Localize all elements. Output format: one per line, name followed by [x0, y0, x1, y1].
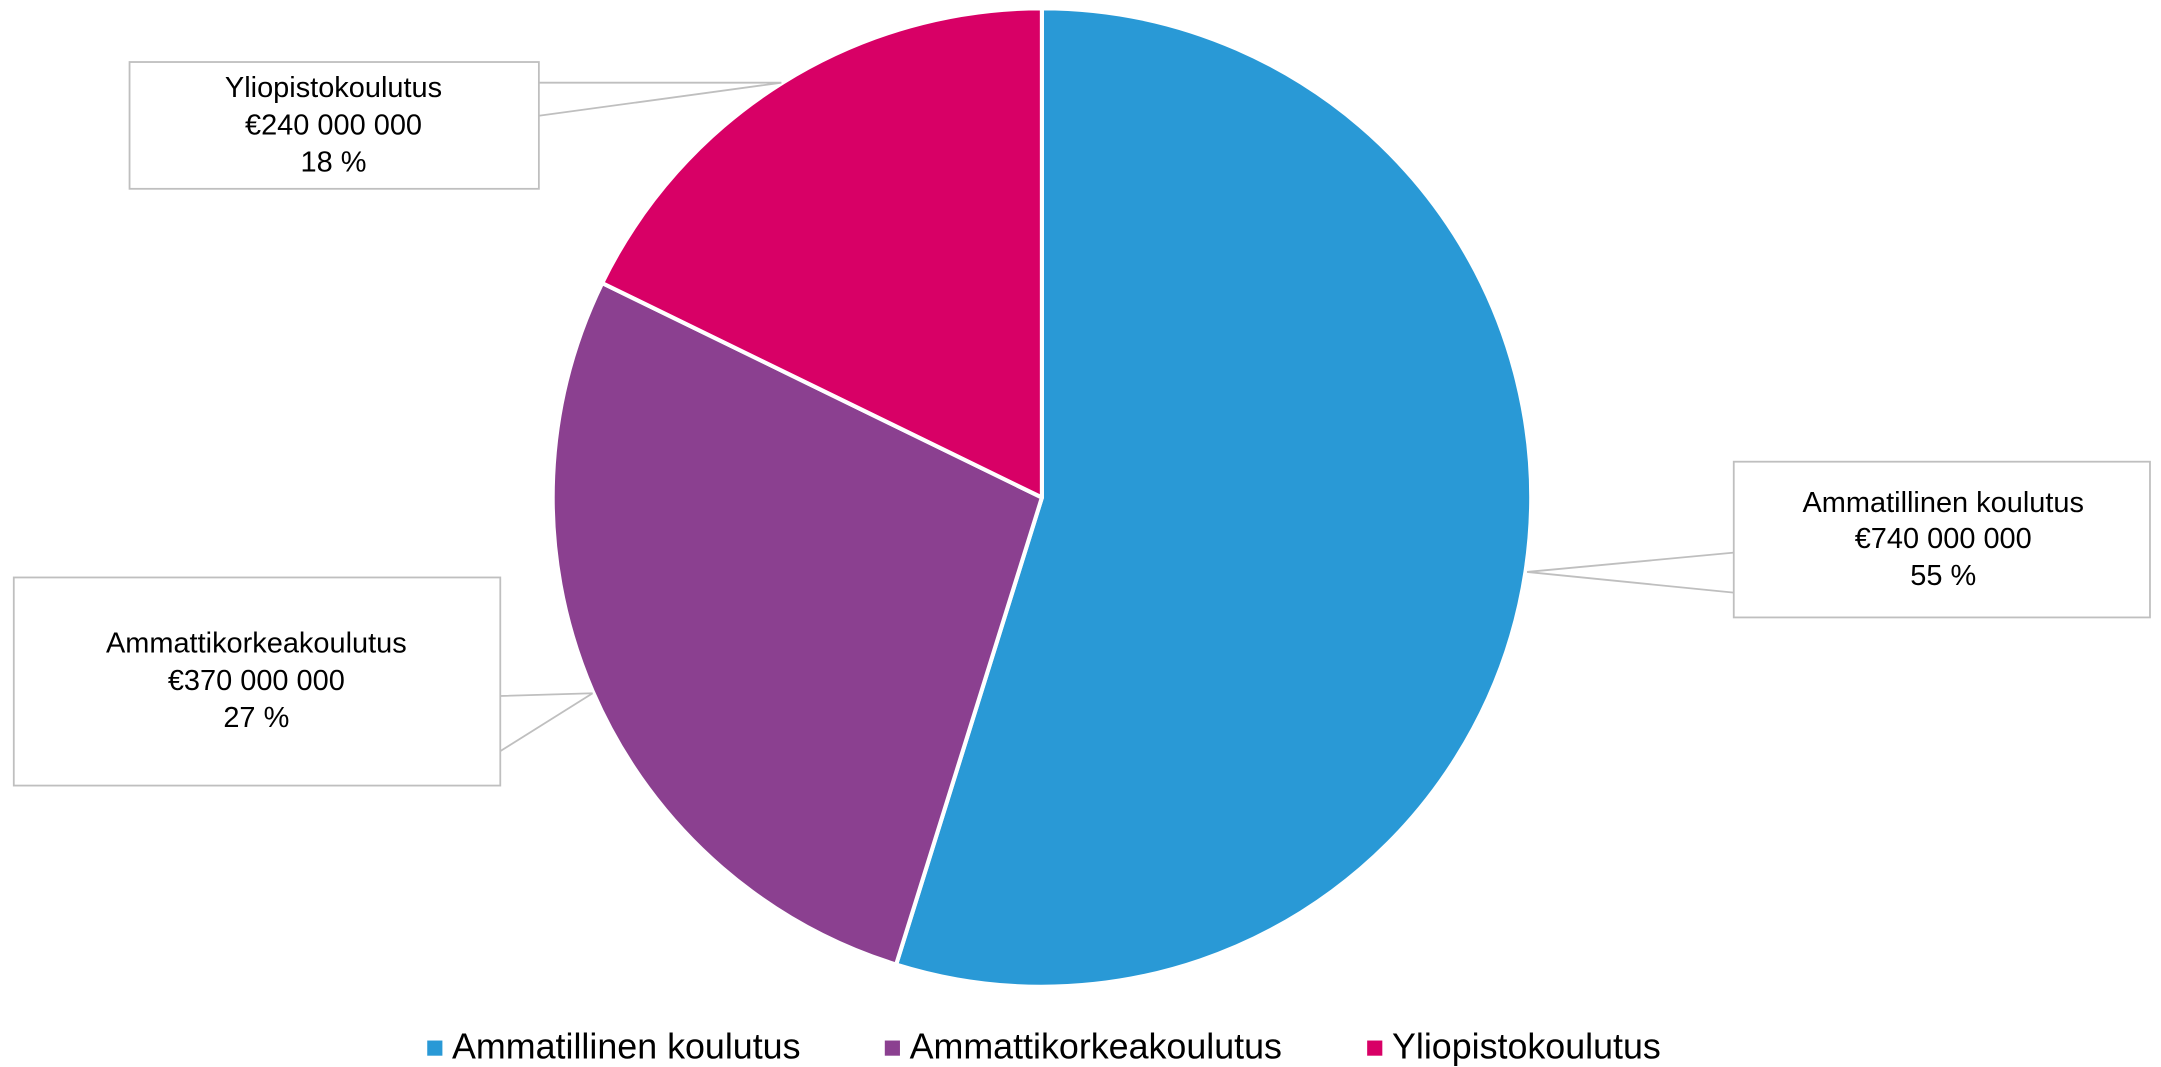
legend-label: Ammatillinen koulutus — [452, 1026, 801, 1066]
legend-label: Yliopistokoulutus — [1392, 1026, 1661, 1066]
leader-line — [538, 81, 782, 117]
data-label: €740 000 000 — [1855, 523, 2032, 555]
leader-line — [499, 692, 594, 752]
pie-slice — [550, 280, 1044, 967]
data-label: Yliopistokoulutus — [225, 72, 442, 104]
data-label: 27 % — [223, 702, 289, 734]
data-label: €240 000 000 — [245, 109, 422, 141]
data-label: 55 % — [1910, 560, 1976, 592]
label-box — [1732, 460, 2151, 619]
label-box — [128, 61, 540, 190]
data-label: €370 000 000 — [168, 665, 345, 697]
data-label: Ammattikorkeakoulutus — [106, 628, 407, 660]
data-label: 18 % — [301, 147, 367, 179]
label-box — [12, 576, 502, 787]
data-label: Ammatillinen koulutus — [1803, 487, 2084, 519]
pie-slice — [600, 6, 1044, 500]
legend-swatch — [1367, 1040, 1383, 1056]
pie-slice — [894, 6, 1534, 989]
legend-label: Ammattikorkeakoulutus — [910, 1026, 1282, 1066]
leader-line — [1526, 551, 1734, 594]
legend-swatch — [884, 1040, 900, 1056]
legend-swatch — [427, 1040, 443, 1056]
